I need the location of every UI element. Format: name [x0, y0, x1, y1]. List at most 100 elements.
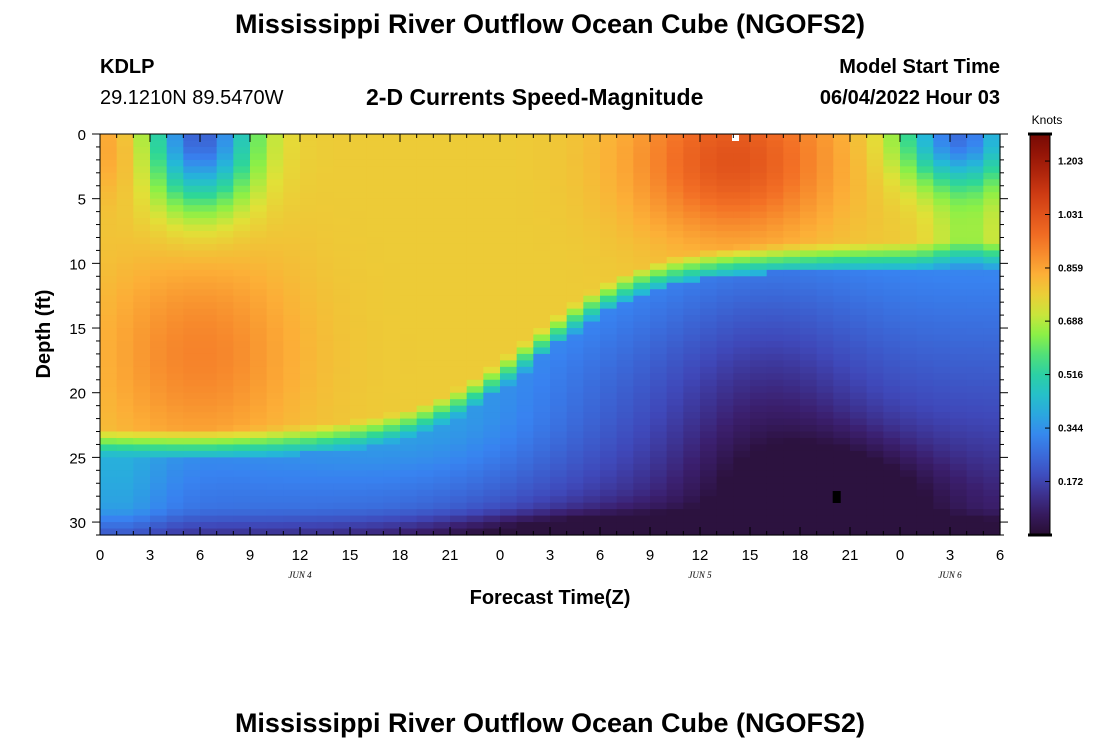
heatmap-cell [883, 405, 901, 413]
heatmap-cell [950, 476, 968, 484]
heatmap-cell [200, 509, 218, 517]
heatmap-cell [666, 353, 684, 361]
heatmap-cell [883, 185, 901, 193]
heatmap-cell [616, 496, 634, 504]
heatmap-cell [466, 237, 484, 245]
heatmap-cell [716, 379, 734, 387]
heatmap-cell [850, 340, 868, 349]
heatmap-cell [616, 360, 634, 368]
heatmap-cell [366, 386, 384, 394]
heatmap-cell [283, 218, 301, 226]
heatmap-cell [216, 263, 234, 271]
heatmap-cell [966, 263, 984, 271]
heatmap-cell [133, 360, 151, 368]
heatmap-cell [100, 269, 118, 277]
heatmap-cell [550, 237, 568, 245]
heatmap-cell [450, 315, 468, 323]
heatmap-cell [966, 172, 984, 180]
heatmap-cell [566, 289, 584, 297]
heatmap-cell [950, 392, 968, 400]
heatmap-cell [416, 509, 434, 517]
heatmap-cell [250, 353, 268, 361]
heatmap-cell [233, 489, 251, 497]
heatmap-cell [583, 405, 601, 413]
heatmap-cell [566, 470, 584, 478]
heatmap-cell [616, 153, 634, 161]
heatmap-cell [450, 134, 468, 142]
heatmap-cell [133, 134, 151, 142]
heatmap-cell [433, 379, 451, 387]
heatmap-cell [766, 224, 784, 232]
heatmap-cell [550, 431, 568, 439]
heatmap-cell [700, 373, 718, 381]
heatmap-cell [533, 489, 551, 497]
heatmap-cell [966, 450, 984, 458]
heatmap-cell [383, 231, 401, 239]
heatmap-cell [716, 198, 734, 206]
heatmap-cell [316, 198, 334, 206]
heatmap-cell [433, 231, 451, 239]
heatmap-cell [466, 276, 484, 284]
heatmap-cell [600, 457, 618, 465]
heatmap-cell [950, 315, 968, 323]
heatmap-cell [983, 457, 1001, 465]
heatmap-cell [133, 224, 151, 232]
heatmap-cell [766, 489, 784, 497]
x-tick-label: 3 [146, 547, 154, 564]
heatmap-cell [650, 431, 668, 439]
heatmap-cell [850, 192, 868, 200]
heatmap-cell [900, 166, 918, 174]
heatmap-cell [350, 528, 368, 536]
heatmap-cell [733, 418, 751, 426]
heatmap-cell [800, 263, 818, 271]
heatmap-cell [200, 515, 218, 523]
heatmap-cell [516, 386, 534, 394]
heatmap-cell [933, 405, 951, 413]
heatmap-cell [300, 263, 318, 271]
heatmap-cell [883, 450, 901, 458]
heatmap-cell [800, 179, 818, 187]
heatmap-cell [266, 192, 284, 200]
heatmap-cell [966, 457, 984, 465]
heatmap-cell [950, 483, 968, 491]
heatmap-cell [850, 496, 868, 504]
heatmap-cell [550, 457, 568, 465]
heatmap-cell [266, 166, 284, 174]
heatmap-cell [266, 172, 284, 180]
heatmap-cell [416, 250, 434, 258]
heatmap-cell [750, 379, 768, 387]
heatmap-cell [516, 373, 534, 381]
heatmap-cell [116, 444, 134, 452]
heatmap-cell [416, 328, 434, 336]
heatmap-cell [950, 276, 968, 284]
heatmap-cell [166, 256, 184, 264]
heatmap-cell [533, 328, 551, 336]
heatmap-cell [250, 366, 268, 374]
heatmap-cell [616, 140, 634, 148]
heatmap-cell [250, 489, 268, 497]
heatmap-cell [966, 153, 984, 161]
heatmap-cell [550, 218, 568, 226]
heatmap-cell [450, 179, 468, 187]
heatmap-cell [600, 425, 618, 433]
heatmap-cell [183, 179, 201, 187]
heatmap-cell [983, 218, 1001, 226]
heatmap-cell [333, 237, 351, 245]
heatmap-cell [700, 289, 718, 297]
heatmap-cell [883, 315, 901, 323]
heatmap-cell [583, 308, 601, 316]
heatmap-cell [266, 412, 284, 420]
heatmap-cell [666, 243, 684, 252]
heatmap-cell [100, 256, 118, 264]
heatmap-cell [700, 198, 718, 206]
heatmap-cell [783, 328, 801, 336]
heatmap-cell [766, 134, 784, 142]
heatmap-cell [633, 334, 651, 342]
heatmap-cell [883, 243, 901, 252]
heatmap-cell [616, 522, 634, 530]
heatmap-cell [333, 379, 351, 387]
heatmap-cell [966, 243, 984, 252]
heatmap-cell [916, 211, 934, 219]
heatmap-cell [683, 231, 701, 239]
heatmap-cell [683, 321, 701, 329]
